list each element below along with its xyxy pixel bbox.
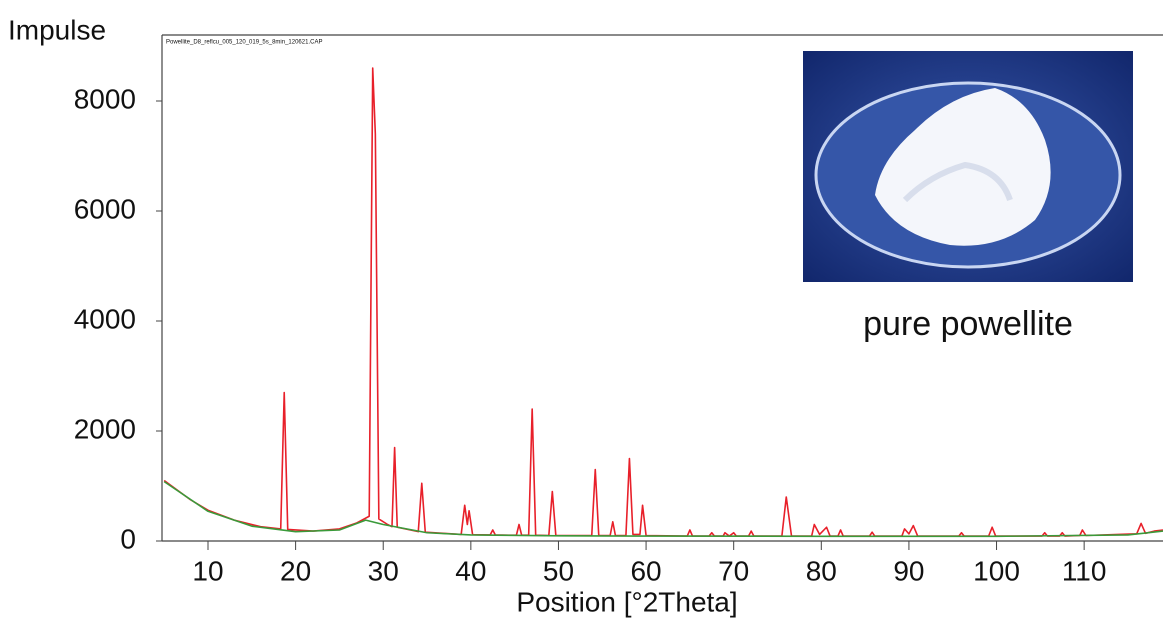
y-tick-label: 8000 (74, 83, 136, 114)
x-tick-label: 90 (893, 555, 924, 586)
x-axis-title: Position [°2Theta] (516, 586, 737, 617)
y-tick-label: 0 (120, 523, 136, 554)
x-tick-label: 20 (280, 555, 311, 586)
x-tick-label: 110 (1062, 555, 1107, 586)
x-tick-label: 50 (543, 555, 574, 586)
x-tick-label: 70 (718, 555, 749, 586)
file-label: Powellite_D8_reflcu_005_120_019_5s_8min_… (166, 40, 322, 46)
annotation: pure powellite (863, 305, 1073, 343)
y-tick-label: 4000 (74, 303, 136, 334)
data-line (163, 480, 1163, 538)
y-axis-title: Impulse (8, 14, 106, 45)
y-tick-label: 2000 (74, 413, 136, 444)
x-tick-label: 40 (455, 555, 486, 586)
x-tick-label: 30 (368, 555, 399, 586)
inset-photo (803, 51, 1133, 282)
x-tick-label: 10 (192, 555, 223, 586)
data-line (163, 67, 1163, 537)
x-tick-label: 60 (630, 555, 661, 586)
x-tick-label: 80 (806, 555, 837, 586)
x-tick-label: 100 (973, 555, 1020, 586)
powder-shadow (902, 161, 1013, 203)
y-tick-label: 6000 (74, 193, 136, 224)
